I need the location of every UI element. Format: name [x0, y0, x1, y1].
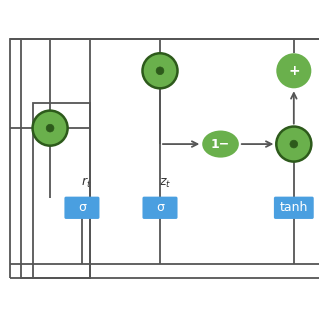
- Circle shape: [276, 53, 311, 88]
- Text: σ: σ: [78, 201, 86, 214]
- Text: 1−: 1−: [211, 138, 230, 151]
- Text: $z_t$: $z_t$: [159, 177, 171, 190]
- Text: +: +: [288, 64, 300, 78]
- FancyBboxPatch shape: [142, 197, 178, 219]
- Circle shape: [276, 126, 311, 162]
- Bar: [10, 39, 320, 278]
- Circle shape: [46, 124, 54, 132]
- Bar: [33, 103, 90, 278]
- Text: σ: σ: [156, 201, 164, 214]
- Circle shape: [290, 140, 298, 148]
- Circle shape: [33, 111, 68, 146]
- Bar: [21, 39, 90, 278]
- Text: $r_t$: $r_t$: [81, 176, 92, 190]
- Circle shape: [142, 53, 178, 88]
- FancyBboxPatch shape: [274, 197, 314, 219]
- FancyBboxPatch shape: [64, 197, 100, 219]
- Ellipse shape: [202, 131, 239, 158]
- Circle shape: [156, 67, 164, 75]
- Text: tanh: tanh: [280, 201, 308, 214]
